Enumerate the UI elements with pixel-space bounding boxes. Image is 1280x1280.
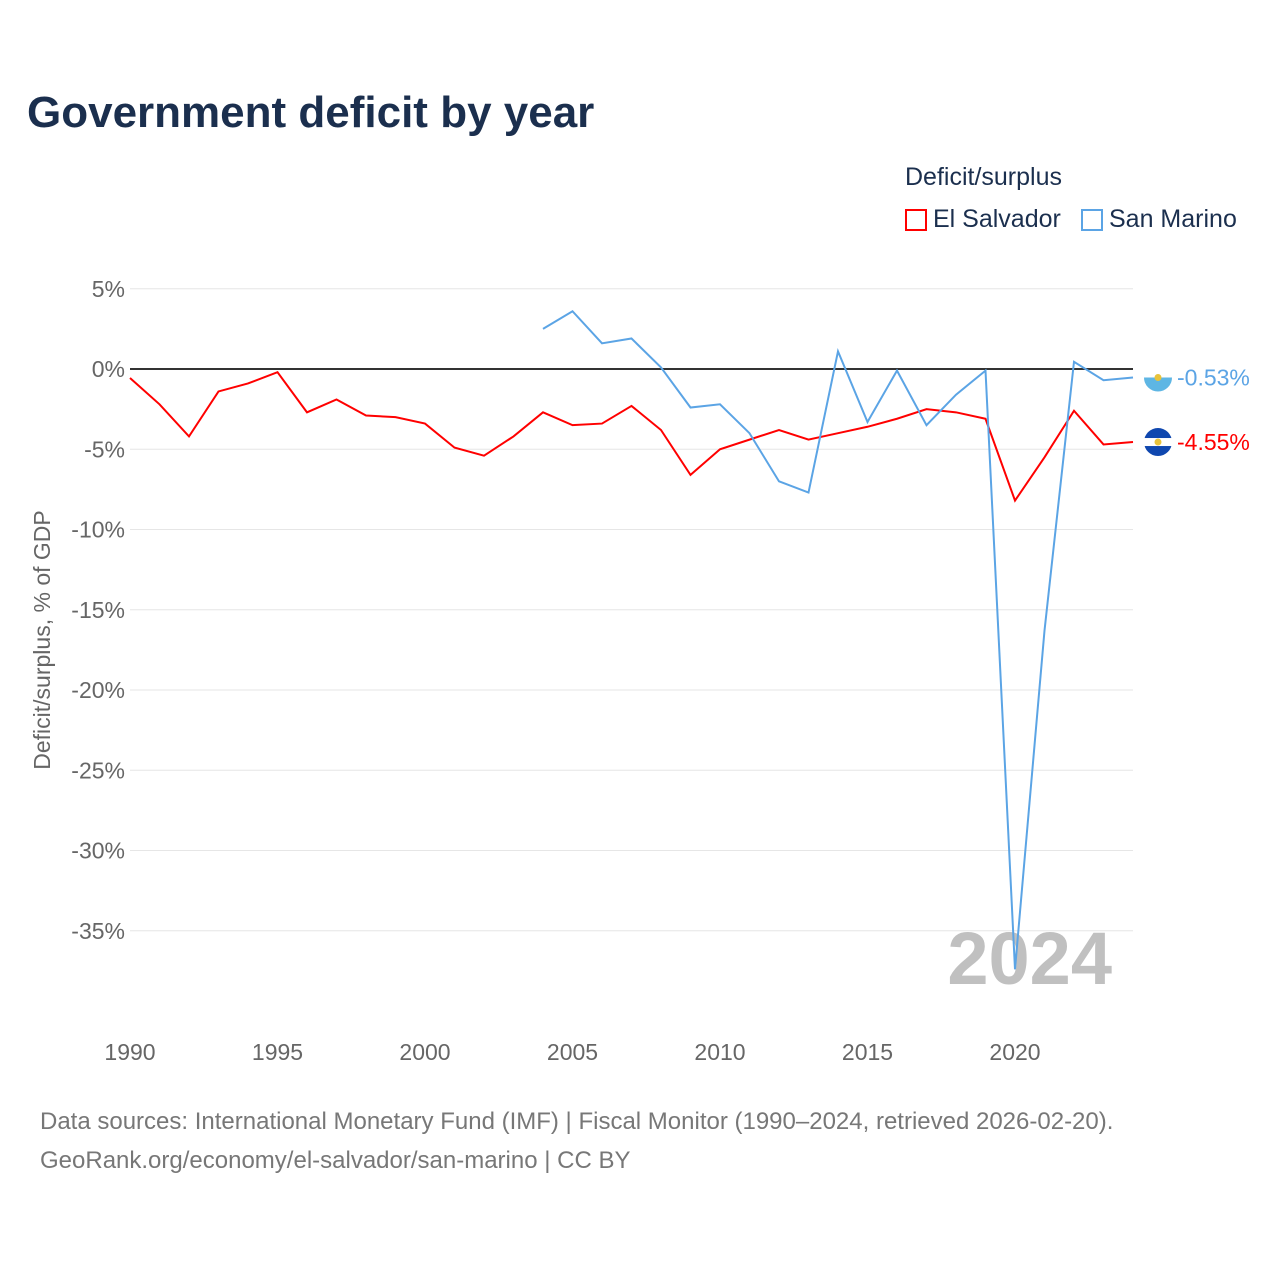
data-point[interactable] <box>717 401 723 407</box>
data-point[interactable] <box>186 433 192 439</box>
data-point[interactable] <box>127 375 133 381</box>
y-tick-label: -5% <box>84 436 125 462</box>
legend-label: San Marino <box>1109 205 1237 233</box>
data-point[interactable] <box>570 422 576 428</box>
x-tick-label: 2020 <box>989 1039 1040 1065</box>
data-point[interactable] <box>275 369 281 375</box>
source-url[interactable]: GeoRank.org/economy/el-salvador/san-mari… <box>40 1147 631 1174</box>
data-point[interactable] <box>924 422 930 428</box>
y-tick-label: 5% <box>92 276 125 302</box>
y-tick-label: 0% <box>92 356 125 382</box>
data-point[interactable] <box>835 430 841 436</box>
x-tick-label: 1990 <box>104 1039 155 1065</box>
data-point[interactable] <box>1071 359 1077 365</box>
data-point[interactable] <box>776 478 782 484</box>
legend-item-san-marino[interactable]: San Marino <box>1081 205 1237 234</box>
y-axis-label: Deficit/surplus, % of GDP <box>29 510 55 769</box>
series-line-san-marino[interactable] <box>542 309 1134 970</box>
data-point[interactable] <box>363 413 369 419</box>
data-point[interactable] <box>1012 966 1018 972</box>
data-point[interactable] <box>157 401 163 407</box>
data-point[interactable] <box>629 403 635 409</box>
data-point[interactable] <box>953 392 959 398</box>
data-point[interactable] <box>540 409 546 415</box>
chart-title: Government deficit by year <box>27 88 595 137</box>
data-point[interactable] <box>216 388 222 394</box>
data-point[interactable] <box>511 433 517 439</box>
y-tick-label: -25% <box>71 757 125 783</box>
data-point[interactable] <box>894 416 900 422</box>
year-watermark: 2024 <box>947 917 1112 1000</box>
data-point[interactable] <box>481 453 487 459</box>
data-point[interactable] <box>304 409 310 415</box>
data-point[interactable] <box>983 368 989 374</box>
series-line-el-salvador[interactable] <box>129 371 1134 503</box>
data-point[interactable] <box>688 405 694 411</box>
data-point[interactable] <box>1130 439 1136 445</box>
y-tick-label: -10% <box>71 517 125 543</box>
data-point[interactable] <box>1042 454 1048 460</box>
data-point[interactable] <box>806 490 812 496</box>
data-point[interactable] <box>747 430 753 436</box>
data-point[interactable] <box>599 340 605 346</box>
data-point[interactable] <box>393 414 399 420</box>
data-point[interactable] <box>540 326 546 332</box>
data-point[interactable] <box>629 336 635 342</box>
data-point[interactable] <box>688 472 694 478</box>
data-point[interactable] <box>570 308 576 314</box>
data-point[interactable] <box>1042 628 1048 634</box>
end-value-label: -4.55% <box>1177 429 1250 455</box>
data-point[interactable] <box>717 446 723 452</box>
legend-swatch <box>1081 208 1103 231</box>
data-point[interactable] <box>334 396 340 402</box>
data-point[interactable] <box>422 421 428 427</box>
y-tick-label: -35% <box>71 918 125 944</box>
data-point[interactable] <box>1101 441 1107 447</box>
x-tick-label: 2015 <box>842 1039 893 1065</box>
data-point[interactable] <box>894 368 900 374</box>
data-point[interactable] <box>835 348 841 354</box>
x-tick-label: 2005 <box>547 1039 598 1065</box>
flag-icon-san-marino <box>1144 363 1172 392</box>
y-tick-label: -15% <box>71 597 125 623</box>
data-point[interactable] <box>599 421 605 427</box>
data-point[interactable] <box>452 445 458 451</box>
legend-item-el-salvador[interactable]: El Salvador <box>905 205 1061 234</box>
y-tick-label: -30% <box>71 838 125 864</box>
x-tick-label: 1995 <box>252 1039 303 1065</box>
y-tick-label: -20% <box>71 677 125 703</box>
end-value-label: -0.53% <box>1177 365 1250 391</box>
x-tick-label: 2010 <box>694 1039 745 1065</box>
legend-title: Deficit/surplus <box>905 163 1062 191</box>
legend-label: El Salvador <box>933 205 1061 233</box>
x-tick-label: 2000 <box>399 1039 450 1065</box>
data-point[interactable] <box>865 419 871 425</box>
data-point[interactable] <box>1130 375 1136 381</box>
data-point[interactable] <box>806 437 812 443</box>
data-point[interactable] <box>1071 408 1077 414</box>
flag-icon-el-salvador <box>1144 428 1172 457</box>
data-point[interactable] <box>1101 377 1107 383</box>
data-point[interactable] <box>658 364 664 370</box>
source-note: Data sources: International Monetary Fun… <box>40 1108 1114 1135</box>
data-point[interactable] <box>953 409 959 415</box>
data-point[interactable] <box>658 427 664 433</box>
data-point[interactable] <box>776 427 782 433</box>
data-point[interactable] <box>924 406 930 412</box>
data-point[interactable] <box>245 380 251 386</box>
legend-swatch <box>905 208 927 231</box>
data-point[interactable] <box>1012 498 1018 504</box>
